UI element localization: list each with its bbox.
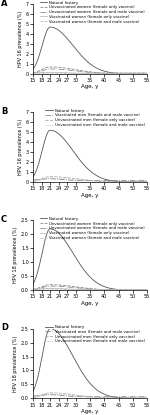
Y-axis label: HPV 16 prevalence (%): HPV 16 prevalence (%): [18, 11, 23, 67]
Text: B: B: [1, 107, 8, 116]
X-axis label: Age, y: Age, y: [81, 193, 99, 198]
Y-axis label: HPV 16 prevalence (%): HPV 16 prevalence (%): [18, 119, 23, 175]
X-axis label: Age, y: Age, y: [81, 301, 99, 306]
Legend: Natural history, Unvaccinated women (female only vaccine), Unvaccinated women (f: Natural history, Unvaccinated women (fem…: [40, 217, 145, 240]
Legend: Natural history, Vaccinated men (female and male vaccine), Unvaccinated men (fem: Natural history, Vaccinated men (female …: [45, 325, 145, 343]
Text: A: A: [1, 0, 8, 7]
X-axis label: Age, y: Age, y: [81, 409, 99, 414]
X-axis label: Age, y: Age, y: [81, 85, 99, 90]
Y-axis label: HPV 18 prevalence (%): HPV 18 prevalence (%): [13, 335, 18, 392]
Text: D: D: [1, 323, 8, 332]
Legend: Natural history, Unvaccinated women (female only vaccine), Unvaccinated women (f: Natural history, Unvaccinated women (fem…: [40, 0, 145, 24]
Y-axis label: HPV 18 prevalence (%): HPV 18 prevalence (%): [13, 227, 18, 283]
Legend: Natural history, Vaccinated men (female and male vaccine), Unvaccinated men (fem: Natural history, Vaccinated men (female …: [45, 109, 145, 127]
Text: C: C: [1, 215, 7, 224]
